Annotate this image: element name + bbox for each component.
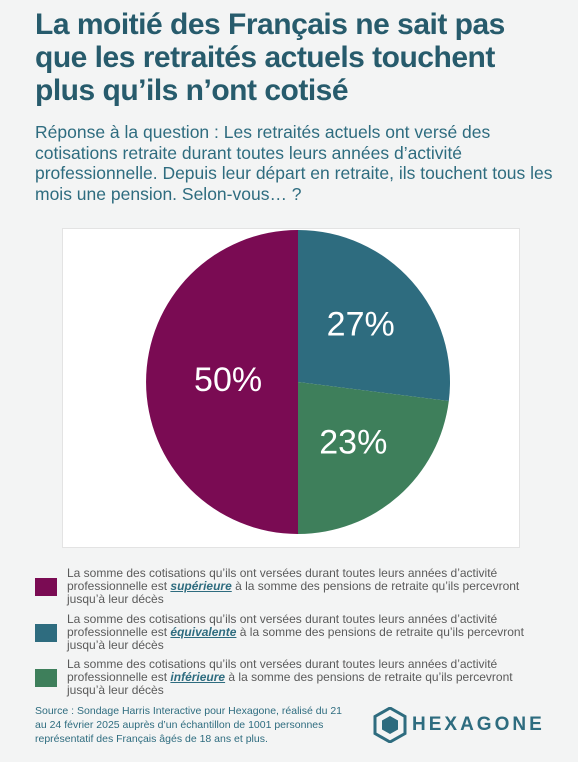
pie-slice	[298, 230, 450, 402]
data-label: 23%	[319, 424, 387, 462]
legend-label: La somme des cotisations qu’ils ont vers…	[67, 612, 524, 652]
data-label: 27%	[327, 306, 395, 344]
source: Source : Sondage Harris Interactive pour…	[35, 705, 343, 745]
title: La moitié des Français ne sait pas que l…	[35, 8, 505, 107]
legend-item: La somme des cotisations qu’ils ont vers…	[35, 567, 535, 606]
pie-slice	[298, 382, 449, 534]
pie-slice	[146, 230, 298, 534]
logo-icon	[373, 707, 407, 743]
legend-label: La somme des cotisations qu’ils ont vers…	[67, 657, 513, 697]
logo: HEXAGONE	[412, 714, 545, 735]
pie-chart: 50% 27% 23%	[146, 230, 450, 534]
legend-label: La somme des cotisations qu’ils ont vers…	[67, 566, 520, 606]
legend-item: La somme des cotisations qu’ils ont vers…	[35, 613, 535, 652]
legend-item: La somme des cotisations qu’ils ont vers…	[35, 658, 535, 697]
legend-swatch	[35, 623, 57, 642]
legend-swatch	[35, 577, 57, 596]
legend-swatch	[35, 668, 57, 687]
data-label: 50%	[194, 361, 262, 399]
subtitle: Réponse à la question : Les retraités ac…	[35, 122, 553, 204]
